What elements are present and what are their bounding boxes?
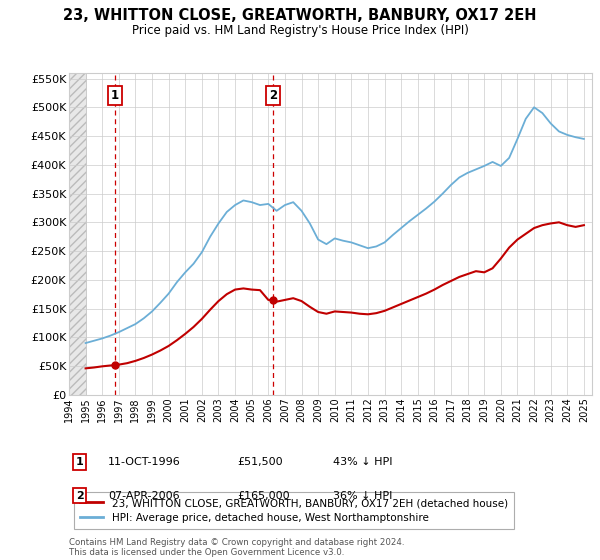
Text: 1: 1 bbox=[76, 457, 83, 467]
Text: Price paid vs. HM Land Registry's House Price Index (HPI): Price paid vs. HM Land Registry's House … bbox=[131, 24, 469, 36]
Text: 2: 2 bbox=[76, 491, 83, 501]
Text: 2: 2 bbox=[269, 89, 277, 102]
Text: £165,000: £165,000 bbox=[237, 491, 290, 501]
Legend: 23, WHITTON CLOSE, GREATWORTH, BANBURY, OX17 2EH (detached house), HPI: Average : 23, WHITTON CLOSE, GREATWORTH, BANBURY, … bbox=[74, 492, 514, 530]
Text: 43% ↓ HPI: 43% ↓ HPI bbox=[333, 457, 392, 467]
Text: 11-OCT-1996: 11-OCT-1996 bbox=[108, 457, 181, 467]
Text: 1: 1 bbox=[111, 89, 119, 102]
Text: 07-APR-2006: 07-APR-2006 bbox=[108, 491, 179, 501]
Text: 23, WHITTON CLOSE, GREATWORTH, BANBURY, OX17 2EH: 23, WHITTON CLOSE, GREATWORTH, BANBURY, … bbox=[63, 8, 537, 24]
Text: £51,500: £51,500 bbox=[237, 457, 283, 467]
Text: Contains HM Land Registry data © Crown copyright and database right 2024.
This d: Contains HM Land Registry data © Crown c… bbox=[69, 538, 404, 557]
Text: 36% ↓ HPI: 36% ↓ HPI bbox=[333, 491, 392, 501]
Bar bbox=[69, 73, 86, 395]
